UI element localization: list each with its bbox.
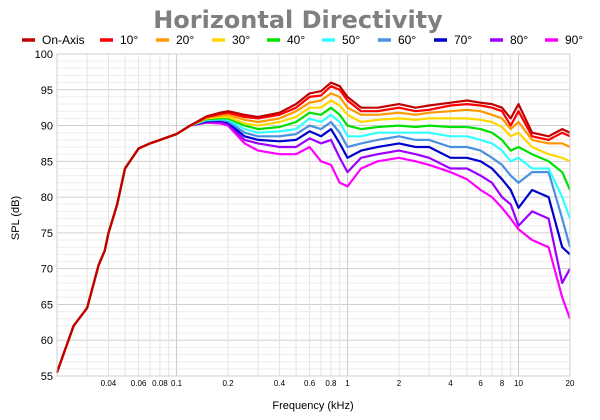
x-tick-label: 0.04 [101,379,117,388]
series-line [55,118,572,373]
series-line [55,81,571,373]
legend: On-Axis 10° 20° 30° 40° 50° 60° 70° 80° 90° [22,33,583,47]
x-axis-title: Frequency (kHz) [272,400,353,412]
legend-label: 50° [342,33,360,47]
x-tick-label: 0.08 [152,379,168,388]
x-tick-label: 0.2 [222,379,234,388]
x-tick-label: 0.1 [171,379,183,388]
x-tick-label: 2 [397,379,402,388]
legend-label: 90° [565,33,583,47]
y-tick-label: 80 [41,192,53,204]
x-tick-labels: 0.04 0.06 0.08 0.1 0.2 0.4 0.6 0.8 1 2 4 6 8 10 20 [101,379,575,388]
y-tick-label: 55 [41,371,53,383]
legend-label: 10° [120,33,138,47]
y-axis-title: SPL (dB) [10,196,22,240]
x-tick-label: 8 [500,379,505,388]
y-tick-label: 70 [41,264,53,276]
y-tick-label: 90 [41,121,53,133]
legend-label: 40° [287,33,305,47]
y-tick-label: 85 [41,156,53,168]
chart-title: Horizontal Directivity [153,6,443,34]
plot-frame [56,53,571,377]
x-tick-label: 0.6 [304,379,316,388]
x-tick-label: 0.06 [131,379,147,388]
legend-label: 70° [454,33,472,47]
x-tick-label: 0.4 [274,379,286,388]
y-tick-label: 65 [41,299,53,311]
series-line [55,85,571,373]
y-tick-label: 75 [41,228,53,240]
legend-label: 60° [398,33,416,47]
x-tick-label: 10 [514,379,523,388]
legend-label: 30° [232,33,250,47]
legend-label: On-Axis [42,33,85,47]
x-tick-label: 1 [345,379,350,388]
plot-series [55,81,572,373]
legend-label: 20° [176,33,194,47]
y-tick-label: 100 [35,49,53,61]
legend-label: 80° [510,33,528,47]
x-tick-label: 6 [478,379,483,388]
y-tick-label: 95 [41,85,53,97]
x-tick-label: 0.8 [325,379,337,388]
y-tick-labels: 55 60 65 70 75 80 85 90 95 100 [35,49,53,383]
x-tick-label: 4 [448,379,453,388]
x-tick-label: 20 [566,379,575,388]
y-tick-label: 60 [41,335,53,347]
